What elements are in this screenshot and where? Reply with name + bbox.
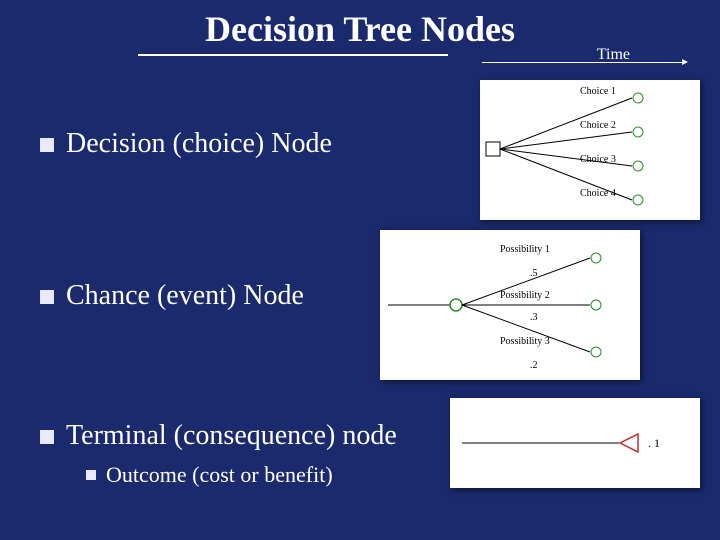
branch-label: Possibility 3 [500,336,550,347]
sub-bullet-outcome: Outcome (cost or benefit) [86,462,333,488]
branch-label: Choice 2 [580,120,616,131]
diagram-terminal-node: . 1 [450,398,700,488]
diagram-decision-node: Choice 1 Choice 2 Choice 3 Choice 4 [480,80,700,220]
branch-prob: .2 [530,360,538,371]
bullet-text: Chance (event) Node [66,280,304,312]
terminal-value: . 1 [648,436,660,450]
branch-label: Possibility 1 [500,244,550,255]
bullet-text: Decision (choice) Node [66,128,332,160]
branch-prob: .3 [530,312,538,323]
bullet-terminal-node: Terminal (consequence) node [40,420,397,452]
bullet-decision-node: Decision (choice) Node [40,128,332,160]
time-axis-arrow [482,62,682,63]
bullet-icon [86,470,96,480]
title-underline [138,54,448,56]
branch-label: Choice 4 [580,188,616,199]
bullet-text: Terminal (consequence) node [66,420,397,452]
branch-label: Choice 1 [580,86,616,97]
bullet-icon [40,430,54,444]
bullet-icon [40,290,54,304]
bullet-chance-node: Chance (event) Node [40,280,304,312]
sub-bullet-text: Outcome (cost or benefit) [106,462,333,488]
branch-prob: .5 [530,268,538,279]
branch-label: Choice 3 [580,154,616,165]
bullet-icon [40,138,54,152]
branch-label: Possibility 2 [500,290,550,301]
slide-title: Decision Tree Nodes [0,0,720,50]
diagram-chance-node: Possibility 1 .5 Possibility 2 .3 Possib… [380,230,640,380]
